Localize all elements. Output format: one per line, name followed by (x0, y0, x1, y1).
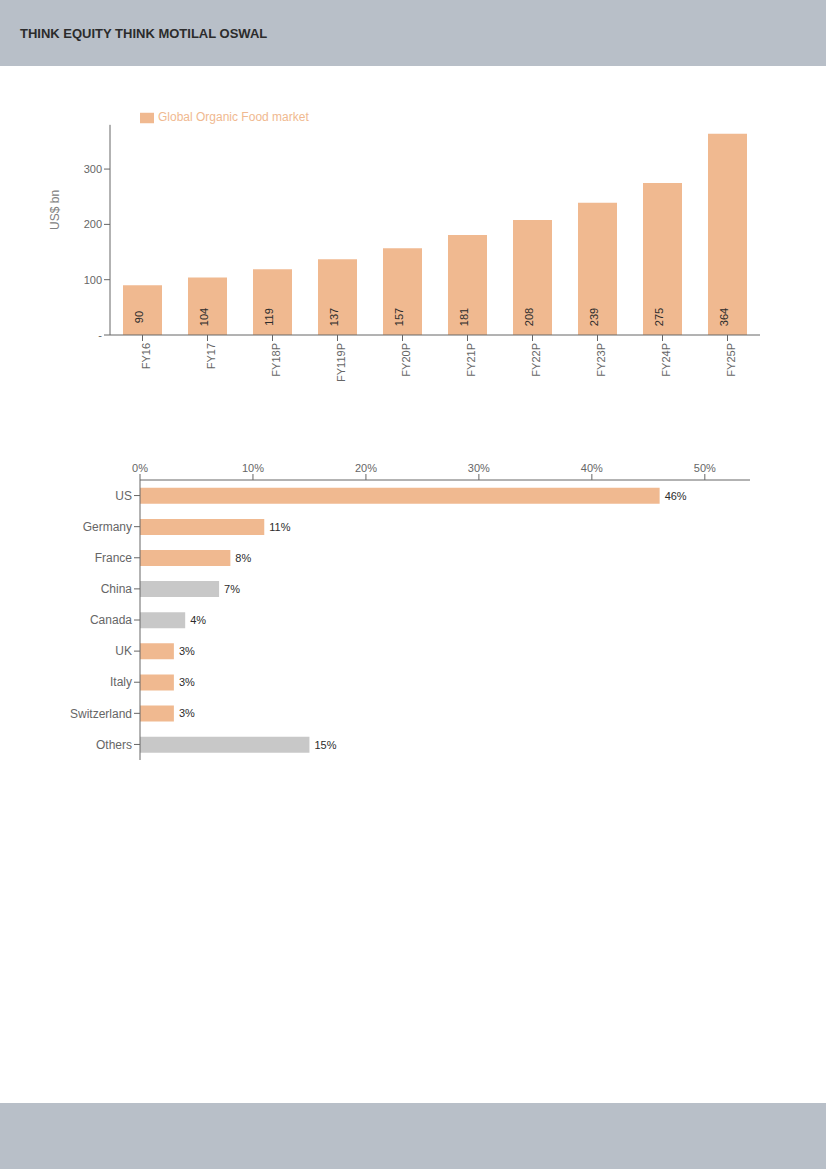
svg-text:FY24P: FY24P (660, 343, 672, 377)
svg-text:90: 90 (133, 311, 145, 323)
svg-text:137: 137 (328, 308, 340, 326)
svg-text:US$ bn: US$ bn (48, 190, 62, 230)
svg-text:Canada: Canada (90, 613, 132, 627)
svg-text:208: 208 (523, 308, 535, 326)
svg-text:30%: 30% (468, 462, 490, 474)
svg-text:FY25P: FY25P (725, 343, 737, 377)
svg-text:275: 275 (653, 308, 665, 326)
svg-text:UK: UK (115, 644, 132, 658)
svg-text:FY119P: FY119P (335, 343, 347, 382)
svg-text:US: US (115, 489, 132, 503)
svg-text:FY16: FY16 (140, 343, 152, 369)
svg-text:200: 200 (84, 218, 102, 230)
svg-text:3%: 3% (179, 645, 195, 657)
html-text:Global Organic Food market: Global Organic Food market (158, 110, 309, 124)
svg-text:FY17: FY17 (205, 343, 217, 369)
svg-text:364: 364 (718, 308, 730, 326)
svg-text:France: France (95, 551, 133, 565)
svg-text:40%: 40% (581, 462, 603, 474)
svg-text:FY21P: FY21P (465, 343, 477, 377)
svg-text:46%: 46% (665, 490, 687, 502)
svg-text:181: 181 (458, 308, 470, 326)
svg-text:239: 239 (588, 308, 600, 326)
svg-text:Others: Others (96, 738, 132, 752)
svg-text:20%: 20% (355, 462, 377, 474)
svg-text:50%: 50% (694, 462, 716, 474)
svg-text:3%: 3% (179, 707, 195, 719)
svg-text:-: - (98, 329, 102, 341)
svg-text:8%: 8% (235, 552, 251, 564)
svg-text:FY18P: FY18P (270, 343, 282, 377)
svg-text:3%: 3% (179, 676, 195, 688)
svg-text:300: 300 (84, 163, 102, 175)
svg-text:Switzerland: Switzerland (70, 707, 132, 721)
svg-text:FY23P: FY23P (595, 343, 607, 377)
svg-text:Germany: Germany (83, 520, 132, 534)
svg-text:104: 104 (198, 308, 210, 326)
svg-text:4%: 4% (190, 614, 206, 626)
svg-text:157: 157 (393, 308, 405, 326)
svg-text:15%: 15% (314, 739, 336, 751)
svg-text:0%: 0% (132, 462, 148, 474)
svg-text:119: 119 (263, 308, 275, 326)
svg-text:FY20P: FY20P (400, 343, 412, 377)
svg-text:100: 100 (84, 274, 102, 286)
svg-text:11%: 11% (269, 521, 290, 533)
svg-text:Italy: Italy (110, 675, 132, 689)
svg-text:FY22P: FY22P (530, 343, 542, 377)
html-text:THINK EQUITY THINK MOTILAL OSW: THINK EQUITY THINK MOTILAL OSWAL (20, 25, 268, 41)
svg-text:China: China (101, 582, 133, 596)
svg-text:7%: 7% (224, 583, 240, 595)
svg-text:10%: 10% (242, 462, 264, 474)
